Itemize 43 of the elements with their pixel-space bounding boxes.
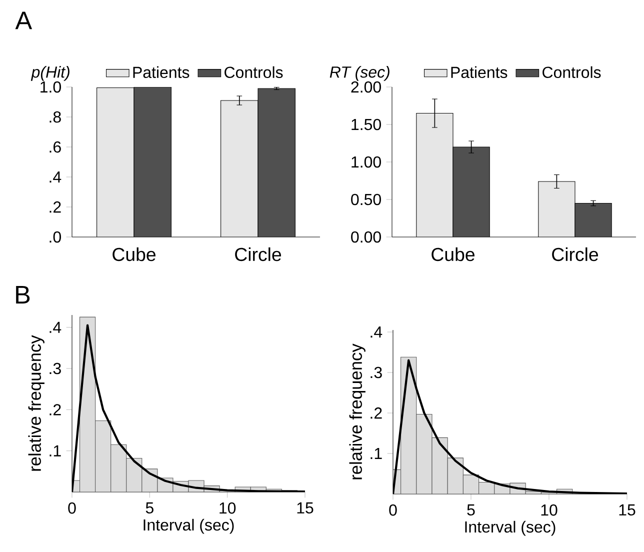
y-axis-title: relative frequency	[349, 344, 366, 480]
legend-label: Patients	[451, 66, 508, 78]
y-tick-label: 1.0	[40, 81, 61, 93]
x-tick-label: 10	[541, 504, 558, 516]
y-tick-label: .0	[50, 231, 61, 243]
y-tick-label: .2	[370, 407, 382, 419]
y-tick-label: 0.00	[351, 231, 381, 243]
x-tick-label: 0	[389, 504, 397, 516]
y-tick-label: .3	[50, 362, 61, 374]
y-tick-label: 0.50	[351, 194, 381, 206]
y-tick-label: 1.00	[352, 156, 381, 168]
y-tick-label: 1.50	[352, 118, 381, 130]
legend-label: Patients	[133, 66, 190, 78]
x-tick-label: 15	[619, 504, 636, 516]
y-tick-label: .4	[50, 171, 62, 182]
y-tick-label: .8	[50, 111, 61, 123]
legend-label: Controls	[542, 66, 601, 78]
x-tick-label: 5	[146, 502, 154, 514]
x-tick-label: 15	[297, 502, 314, 514]
y-tick-label: .4	[370, 326, 382, 338]
y-tick-label: .1	[50, 445, 61, 456]
y-tick-label: 2.00	[351, 81, 381, 93]
y-tick-label: .3	[370, 366, 382, 378]
legend-label: Controls	[224, 66, 283, 78]
y-axis-title: p(Hit)	[30, 66, 70, 81]
y-tick-label: .6	[50, 141, 61, 153]
x-axis-title: Interval (sec)	[144, 518, 234, 534]
x-tick-label: 5	[467, 504, 475, 516]
x-axis-title: Interval (sec)	[465, 520, 556, 536]
y-tick-label: .4	[50, 322, 62, 333]
x-tick-label: Cube	[432, 247, 474, 262]
x-tick-label: Circle	[552, 247, 598, 262]
y-axis-title: relative frequency	[28, 335, 44, 471]
chart-title: A	[15, 12, 32, 30]
y-tick-label: .2	[50, 201, 61, 213]
x-tick-label: Circle	[235, 247, 282, 262]
y-tick-label: .2	[50, 404, 61, 416]
x-tick-label: 0	[68, 502, 76, 514]
x-tick-label: 10	[220, 502, 236, 514]
y-axis-title: RT (sec)	[330, 66, 390, 81]
x-tick-label: Cube	[112, 247, 156, 262]
y-tick-label: .1	[370, 448, 382, 459]
chart-title: B	[16, 286, 30, 304]
